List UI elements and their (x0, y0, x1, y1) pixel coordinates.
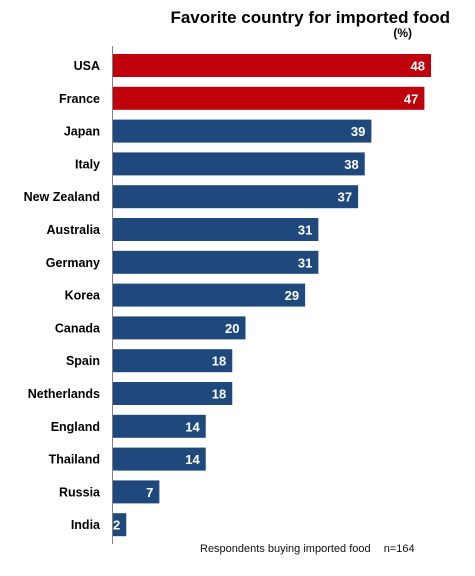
bars-layer: USA 48 France 47 Japan 39 Italy 38 New Zealand 37… (24, 54, 431, 537)
value-label: 18 (212, 354, 226, 369)
sample-size: n=164 (383, 543, 415, 555)
category-label: Russia (59, 485, 101, 499)
bar-new-zealand (113, 185, 359, 209)
category-label: Australia (47, 223, 102, 237)
value-label: 37 (338, 190, 352, 205)
category-label: India (71, 518, 101, 532)
bar-australia (113, 218, 319, 241)
chart-title: Favorite country for imported food (170, 8, 450, 27)
category-label: Germany (46, 256, 100, 270)
value-label: 18 (212, 387, 226, 402)
category-label: Japan (64, 125, 100, 139)
category-label: USA (74, 59, 100, 73)
bar-france (113, 86, 425, 110)
category-label: England (51, 420, 100, 434)
footnote-text: Respondents buying imported food (200, 543, 371, 555)
value-label: 29 (285, 288, 299, 303)
chart-footnote: Respondents buying imported food n=164 (200, 543, 435, 555)
category-label: Korea (65, 289, 101, 303)
bar-india (113, 513, 127, 537)
bar-netherlands (113, 382, 233, 405)
bar-spain (113, 349, 233, 373)
value-label: 48 (411, 59, 425, 74)
category-label: Thailand (49, 453, 100, 467)
value-label: 14 (185, 419, 200, 434)
value-label: 38 (344, 157, 358, 172)
bar-canada (113, 316, 246, 340)
value-label: 31 (298, 223, 312, 238)
bar-russia (113, 480, 160, 504)
value-label: 39 (351, 124, 365, 139)
bar-thailand (113, 447, 206, 471)
category-label: France (59, 92, 100, 106)
chart-unit: (%) (393, 26, 412, 40)
category-label: Spain (66, 354, 100, 368)
value-label: 20 (225, 321, 239, 336)
bar-italy (113, 152, 365, 176)
category-label: Canada (55, 321, 101, 335)
bar-korea (113, 283, 306, 307)
bar-japan (113, 119, 372, 143)
category-label: Italy (75, 157, 100, 171)
category-label: New Zealand (24, 190, 100, 204)
value-label: 7 (146, 485, 153, 500)
bar-usa (113, 54, 431, 77)
category-label: Netherlands (28, 387, 100, 401)
bar-england (113, 414, 206, 438)
value-label: 47 (404, 91, 418, 106)
value-label: 31 (298, 255, 312, 270)
value-label: 2 (113, 518, 120, 533)
value-label: 14 (185, 452, 200, 467)
bar-germany (113, 250, 319, 274)
